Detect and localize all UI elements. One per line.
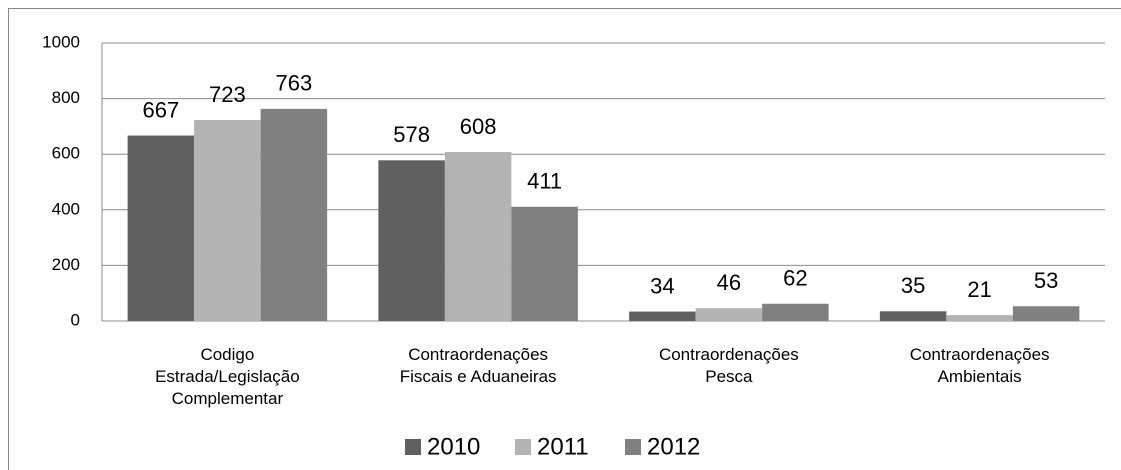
x-tick-label: Contraordenações Fiscais e Aduaneiras: [399, 345, 557, 386]
bar: [1012, 306, 1080, 321]
x-tick-label: Contraordenações Pesca: [658, 345, 799, 386]
x-tick-label: Codigo Estrada/Legislação Complementar: [155, 345, 300, 408]
data-label: 34: [650, 273, 674, 298]
data-label: 411: [527, 169, 562, 194]
y-tick-label: 400: [52, 199, 80, 218]
legend-swatch: [515, 439, 531, 455]
data-label: 46: [717, 270, 741, 295]
data-label: 608: [460, 114, 497, 139]
y-tick-label: 0: [71, 310, 80, 329]
legend-label: 2011: [537, 433, 589, 460]
x-tick-label: Contraordenações Ambientais: [909, 345, 1050, 386]
bar: [762, 303, 829, 321]
bar: [695, 308, 763, 321]
legend-label: 2010: [427, 433, 480, 460]
data-label: 723: [209, 82, 246, 107]
legend-label: 2012: [647, 433, 700, 460]
bar: [260, 108, 328, 321]
data-label: 53: [1034, 268, 1058, 293]
y-tick-label: 800: [52, 88, 80, 107]
y-tick-label: 600: [52, 144, 80, 163]
data-label: 62: [783, 266, 807, 291]
data-label: 578: [393, 122, 430, 147]
bar: [127, 135, 195, 321]
data-label: 763: [276, 71, 313, 96]
bar: [629, 311, 696, 321]
bar: [511, 206, 578, 321]
bar: [378, 160, 445, 321]
legend-swatch: [405, 439, 421, 455]
data-label: 35: [901, 273, 925, 298]
bar: [946, 315, 1013, 321]
chart-border: [8, 8, 1121, 470]
legend-swatch: [625, 439, 641, 455]
bar: [194, 120, 261, 321]
bar: [879, 311, 947, 321]
data-label: 667: [143, 97, 180, 122]
y-tick-label: 200: [52, 255, 80, 274]
bar: [444, 151, 512, 321]
y-tick-label: 1000: [42, 32, 80, 51]
data-label: 21: [967, 277, 991, 302]
